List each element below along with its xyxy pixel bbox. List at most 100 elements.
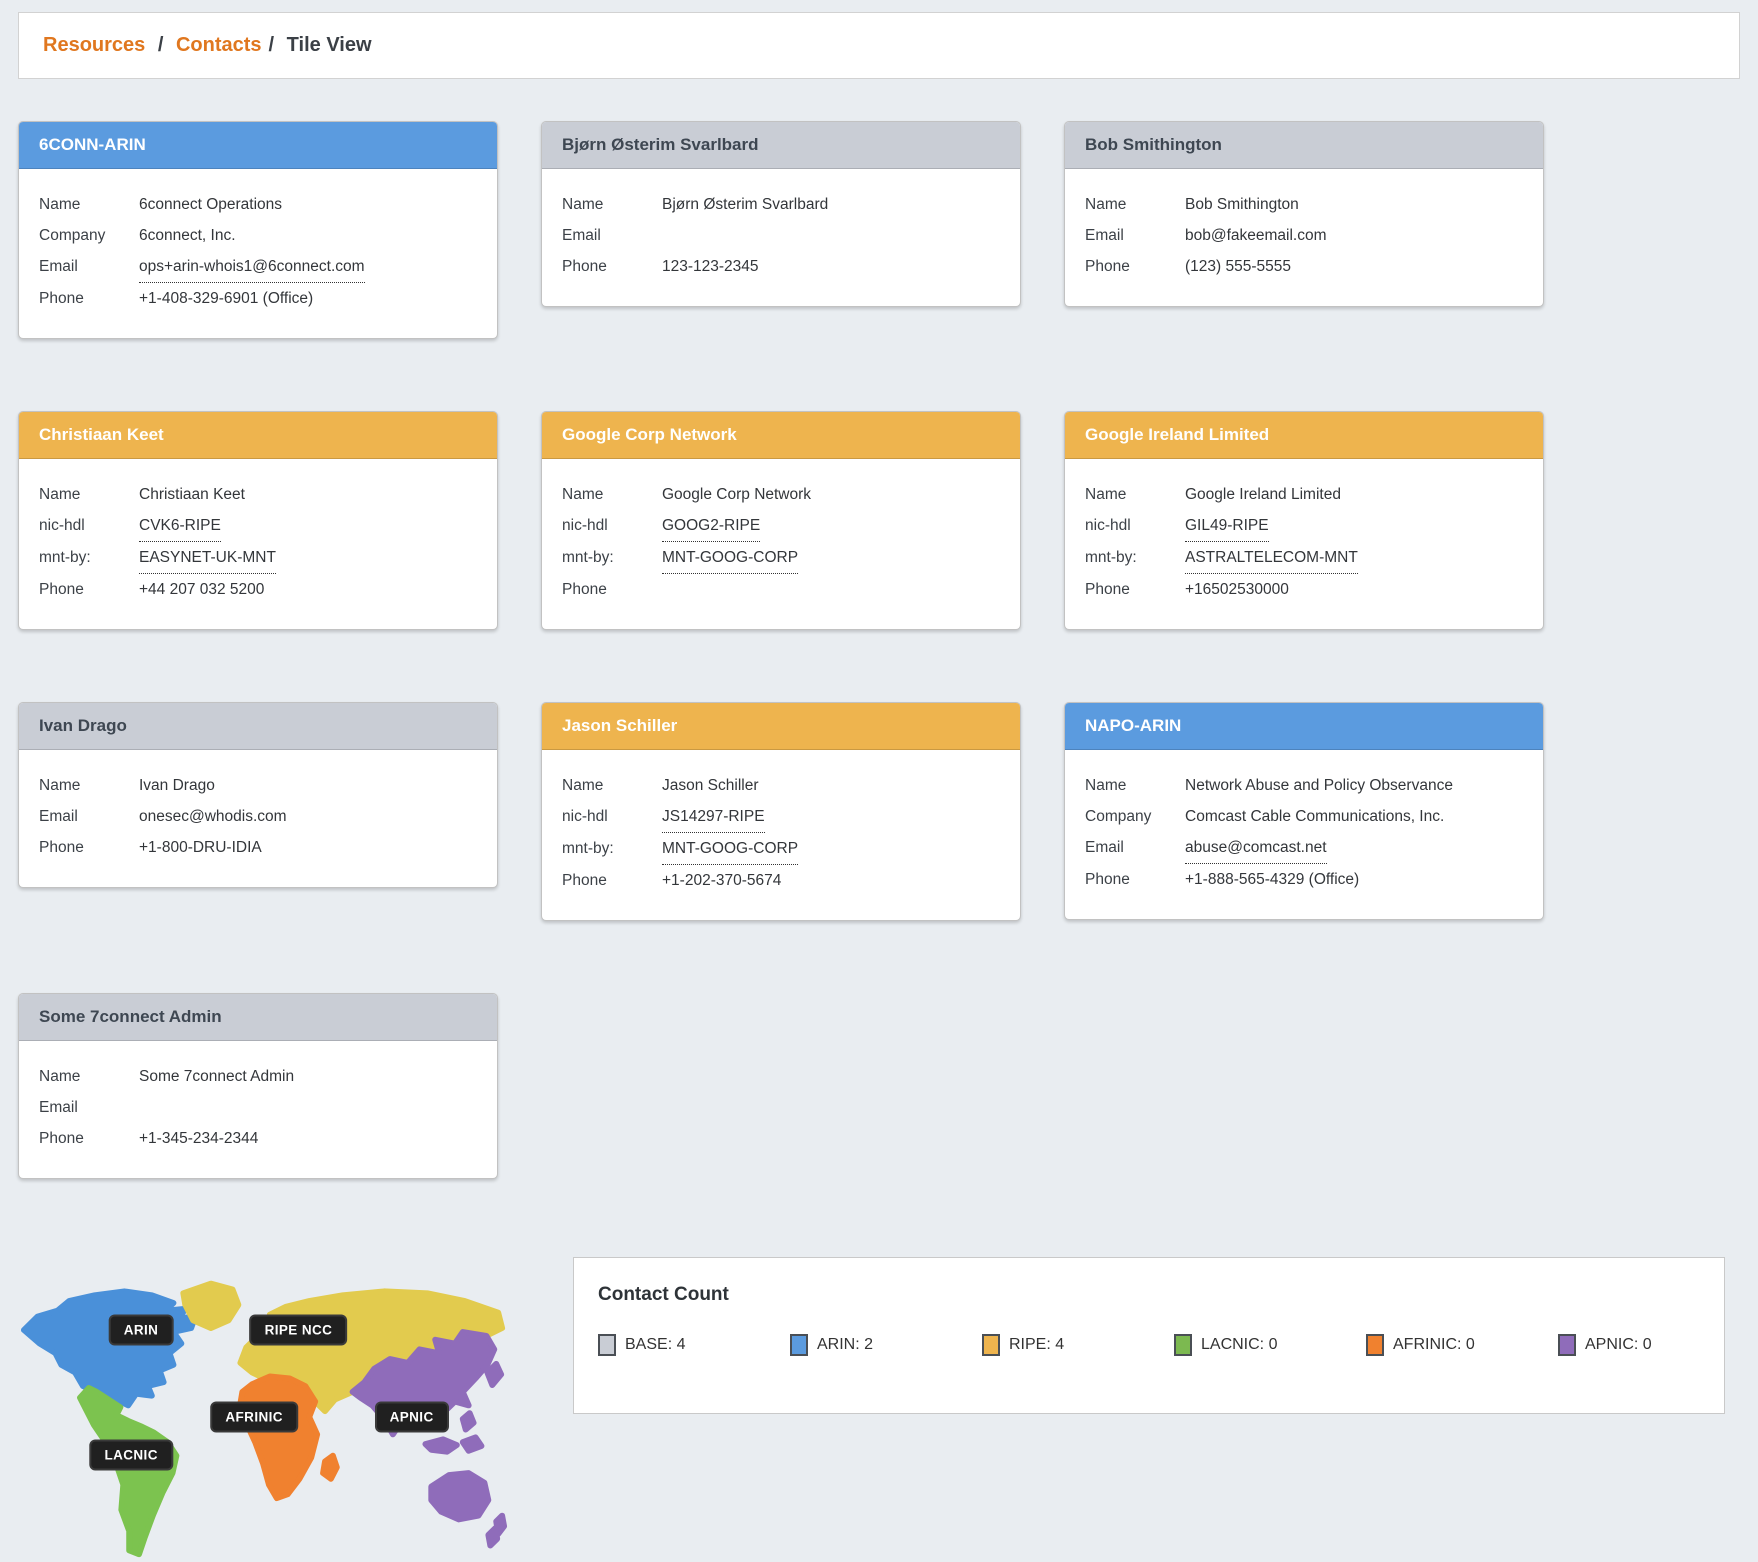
field-label: Company xyxy=(1085,808,1152,825)
field-label: Email xyxy=(562,227,601,244)
map-region-indonesia-west xyxy=(422,1436,460,1455)
breadcrumb-link-contacts[interactable]: Contacts xyxy=(175,34,262,56)
legend-swatch xyxy=(598,1334,616,1356)
contact-field-row: Name Bjørn Østerim Svarlbard xyxy=(562,189,1000,220)
contact-card-body: Name Bjørn Østerim Svarlbard Email Phone 123… xyxy=(542,169,1020,306)
field-value-link[interactable]: abuse@comcast.net xyxy=(1185,832,1327,864)
contact-field-row: Company Comcast Cable Communications, Inc… xyxy=(1085,801,1523,832)
legend-item-apnic: APNIC: 0 xyxy=(1558,1334,1750,1356)
contact-field-row: Name Bob Smithington xyxy=(1085,189,1523,220)
contact-card-title[interactable]: 6CONN-ARIN xyxy=(19,122,497,169)
field-value: +1-408-329-6901 (Office) xyxy=(139,290,314,307)
field-value-link[interactable]: MNT-GOOG-CORP xyxy=(662,542,799,574)
contact-card: Ivan Drago Name Ivan Drago Email onesec@whod… xyxy=(18,702,498,888)
field-label: mnt-by: xyxy=(562,840,614,857)
field-value-link[interactable]: ASTRALTELECOM-MNT xyxy=(1185,542,1358,574)
contact-card: Google Ireland Limited Name Google Ireland… xyxy=(1064,411,1544,630)
breadcrumb-separator: / xyxy=(157,34,164,56)
contact-card-title[interactable]: Bob Smithington xyxy=(1065,122,1543,169)
field-label: Phone xyxy=(562,581,607,598)
field-value: +1-202-370-5674 xyxy=(662,872,782,889)
field-value: 123-123-2345 xyxy=(662,258,759,275)
field-value-link[interactable]: ops+arin-whois1@6connect.com xyxy=(139,251,365,283)
contact-field-row: Email onesec@whodis.com xyxy=(39,801,477,832)
contact-card-title[interactable]: Google Corp Network xyxy=(542,412,1020,459)
field-label: Name xyxy=(39,777,81,794)
field-label: Phone xyxy=(562,258,607,275)
field-label: Phone xyxy=(39,290,84,307)
contact-field-row: Phone +1-345-234-2344 xyxy=(39,1123,477,1154)
field-label: Phone xyxy=(39,581,84,598)
breadcrumb: Resources / Contacts / Tile View xyxy=(18,12,1740,79)
field-label: Name xyxy=(39,196,81,213)
field-value: Ivan Drago xyxy=(139,777,215,794)
contact-field-row: Phone (123) 555-5555 xyxy=(1085,251,1523,282)
contact-card-body: Name Google Corp Network nic-hdl GOOG2-RIPE… xyxy=(542,459,1020,629)
field-value-link[interactable]: GIL49-RIPE xyxy=(1185,510,1269,542)
field-label: nic-hdl xyxy=(562,517,608,534)
contact-field-row: Name 6connect Operations xyxy=(39,189,477,220)
field-label: nic-hdl xyxy=(1085,517,1131,534)
field-value: Jason Schiller xyxy=(662,777,759,794)
map-region-nz-south xyxy=(485,1525,501,1549)
field-label: Phone xyxy=(39,839,84,856)
field-value: onesec@whodis.com xyxy=(139,808,287,825)
field-label: Name xyxy=(39,1068,81,1085)
contact-cards-grid: 6CONN-ARIN Name 6connect Operations Company… xyxy=(18,121,1740,1179)
field-value: 6connect, Inc. xyxy=(139,227,236,244)
field-label: Name xyxy=(1085,486,1127,503)
legend-item-afrinic: AFRINIC: 0 xyxy=(1366,1334,1558,1356)
contact-card: Some 7connect Admin Name Some 7connect Adm… xyxy=(18,993,498,1179)
contact-card-body: Name Google Ireland Limited nic-hdl GIL49-R… xyxy=(1065,459,1543,629)
contact-field-row: Company 6connect, Inc. xyxy=(39,220,477,251)
field-value: +16502530000 xyxy=(1185,581,1289,598)
field-value: Bjørn Østerim Svarlbard xyxy=(662,196,829,213)
contact-count-legend: BASE: 4 ARIN: 2 RIPE: 4 LACNIC: 0 AFRINIC: 0… xyxy=(598,1334,1700,1356)
contact-field-row: Email bob@fakeemail.com xyxy=(1085,220,1523,251)
contact-field-row: Phone +16502530000 xyxy=(1085,574,1523,605)
contact-card-title[interactable]: Ivan Drago xyxy=(19,703,497,750)
contact-field-row: Phone xyxy=(562,574,1000,605)
field-value-link[interactable]: CVK6-RIPE xyxy=(139,510,221,542)
field-value-link[interactable]: GOOG2-RIPE xyxy=(662,510,761,542)
field-label: Email xyxy=(39,258,78,275)
field-label: Name xyxy=(562,196,604,213)
contact-card-body: Name Jason Schiller nic-hdl JS14297-RIPE mnt… xyxy=(542,750,1020,920)
field-value: Bob Smithington xyxy=(1185,196,1299,213)
contact-card-body: Name Some 7connect Admin Email Phone +1-345-… xyxy=(19,1041,497,1178)
contact-card-title[interactable]: Jason Schiller xyxy=(542,703,1020,750)
contact-card: Bjørn Østerim Svarlbard Name Bjørn Østerim… xyxy=(541,121,1021,307)
field-label: Email xyxy=(39,808,78,825)
contact-card-title[interactable]: Christiaan Keet xyxy=(19,412,497,459)
contact-card-title[interactable]: Google Ireland Limited xyxy=(1065,412,1543,459)
field-value: Google Ireland Limited xyxy=(1185,486,1341,503)
contact-field-row: Phone +1-888-565-4329 (Office) xyxy=(1085,864,1523,895)
field-value: +1-888-565-4329 (Office) xyxy=(1185,871,1360,888)
field-label: mnt-by: xyxy=(39,549,91,566)
contact-card-title[interactable]: Some 7connect Admin xyxy=(19,994,497,1041)
rir-world-map: ARIN RIPE NCC AFRINIC APNIC LACNIC xyxy=(18,1272,510,1562)
field-value-link[interactable]: JS14297-RIPE xyxy=(662,801,765,833)
contact-card: Google Corp Network Name Google Corp Netwo… xyxy=(541,411,1021,630)
breadcrumb-link-resources[interactable]: Resources xyxy=(43,34,146,56)
contact-card-body: Name 6connect Operations Company 6connect, … xyxy=(19,169,497,338)
legend-label: LACNIC: 0 xyxy=(1201,1336,1278,1353)
contact-field-row: Name Some 7connect Admin xyxy=(39,1061,477,1092)
legend-swatch xyxy=(790,1334,808,1356)
contact-field-row: Email abuse@comcast.net xyxy=(1085,832,1523,864)
field-label: Phone xyxy=(1085,871,1130,888)
map-region-label-arin: ARIN xyxy=(108,1314,174,1346)
field-value-link[interactable]: MNT-GOOG-CORP xyxy=(662,833,799,865)
field-value: bob@fakeemail.com xyxy=(1185,227,1327,244)
contact-card-title[interactable]: Bjørn Østerim Svarlbard xyxy=(542,122,1020,169)
contact-card-title[interactable]: NAPO-ARIN xyxy=(1065,703,1543,750)
field-label: Phone xyxy=(1085,258,1130,275)
map-region-label-afrinic: AFRINIC xyxy=(210,1401,298,1433)
contact-field-row: Phone +44 207 032 5200 xyxy=(39,574,477,605)
contact-field-row: Name Google Ireland Limited xyxy=(1085,479,1523,510)
contact-card-body: Name Bob Smithington Email bob@fakeemail.co… xyxy=(1065,169,1543,306)
contact-count-title: Contact Count xyxy=(598,1284,729,1305)
field-value-link[interactable]: EASYNET-UK-MNT xyxy=(139,542,276,574)
contact-card: Christiaan Keet Name Christiaan Keet nic-hd… xyxy=(18,411,498,630)
breadcrumb-separator: / xyxy=(268,34,275,56)
